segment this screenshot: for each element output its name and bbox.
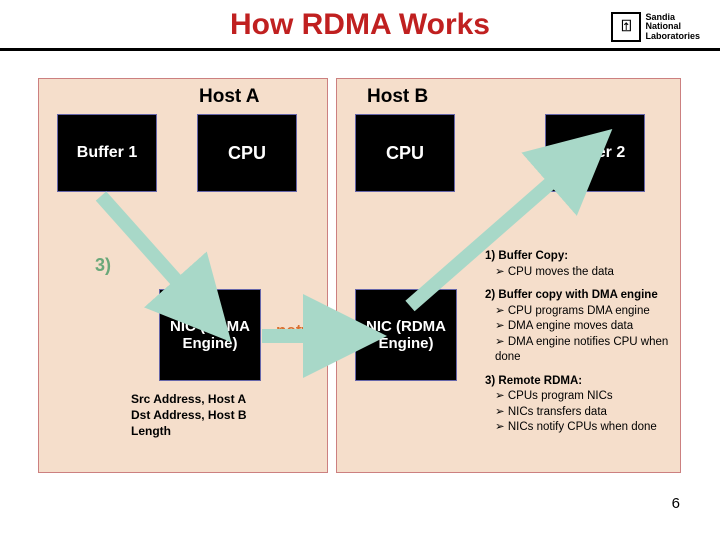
host-a-title: Host A	[199, 86, 260, 108]
host-b-nic: NIC (RDMA Engine)	[355, 289, 457, 381]
sandia-logo: ⍐ Sandia National Laboratories	[611, 12, 700, 42]
host-a-caption: Src Address, Host ADst Address, Host BLe…	[131, 391, 247, 440]
page-title: How RDMA Works	[230, 8, 490, 41]
step3-label: 3)	[95, 255, 111, 276]
host-b-nic-label: NIC (RDMA Engine)	[360, 318, 452, 352]
host-a-nic: NIC (RDMA Engine)	[159, 289, 261, 381]
sandia-logo-mark: ⍐	[611, 12, 641, 42]
host-b-title: Host B	[367, 86, 428, 108]
panel-row: Host A Buffer 1 CPU NIC (RDMA Engine) Sr…	[38, 78, 681, 473]
host-a-buffer-label: Buffer 1	[77, 144, 137, 162]
host-b-panel: Host B CPU Buffer 2 NIC (RDMA Engine) 1)…	[336, 78, 681, 473]
host-a-buffer: Buffer 1	[57, 114, 157, 192]
logo-glyph: ⍐	[622, 18, 632, 36]
host-b-buffer-label: Buffer 2	[565, 144, 625, 162]
sandia-logo-text: Sandia National Laboratories	[645, 13, 700, 41]
page-number: 6	[672, 495, 680, 512]
host-b-cpu-label: CPU	[386, 143, 424, 164]
host-b-cpu: CPU	[355, 114, 455, 192]
host-a-nic-label: NIC (RDMA Engine)	[164, 318, 256, 352]
logo-line3: Laboratories	[645, 32, 700, 41]
network-label: network	[276, 321, 341, 341]
host-a-cpu-label: CPU	[228, 143, 266, 164]
host-a-panel: Host A Buffer 1 CPU NIC (RDMA Engine) Sr…	[38, 78, 328, 473]
title-rule	[0, 48, 720, 51]
host-a-cpu: CPU	[197, 114, 297, 192]
host-b-steps: 1) Buffer Copy:CPU moves the data2) Buff…	[485, 249, 680, 436]
host-b-buffer: Buffer 2	[545, 114, 645, 192]
